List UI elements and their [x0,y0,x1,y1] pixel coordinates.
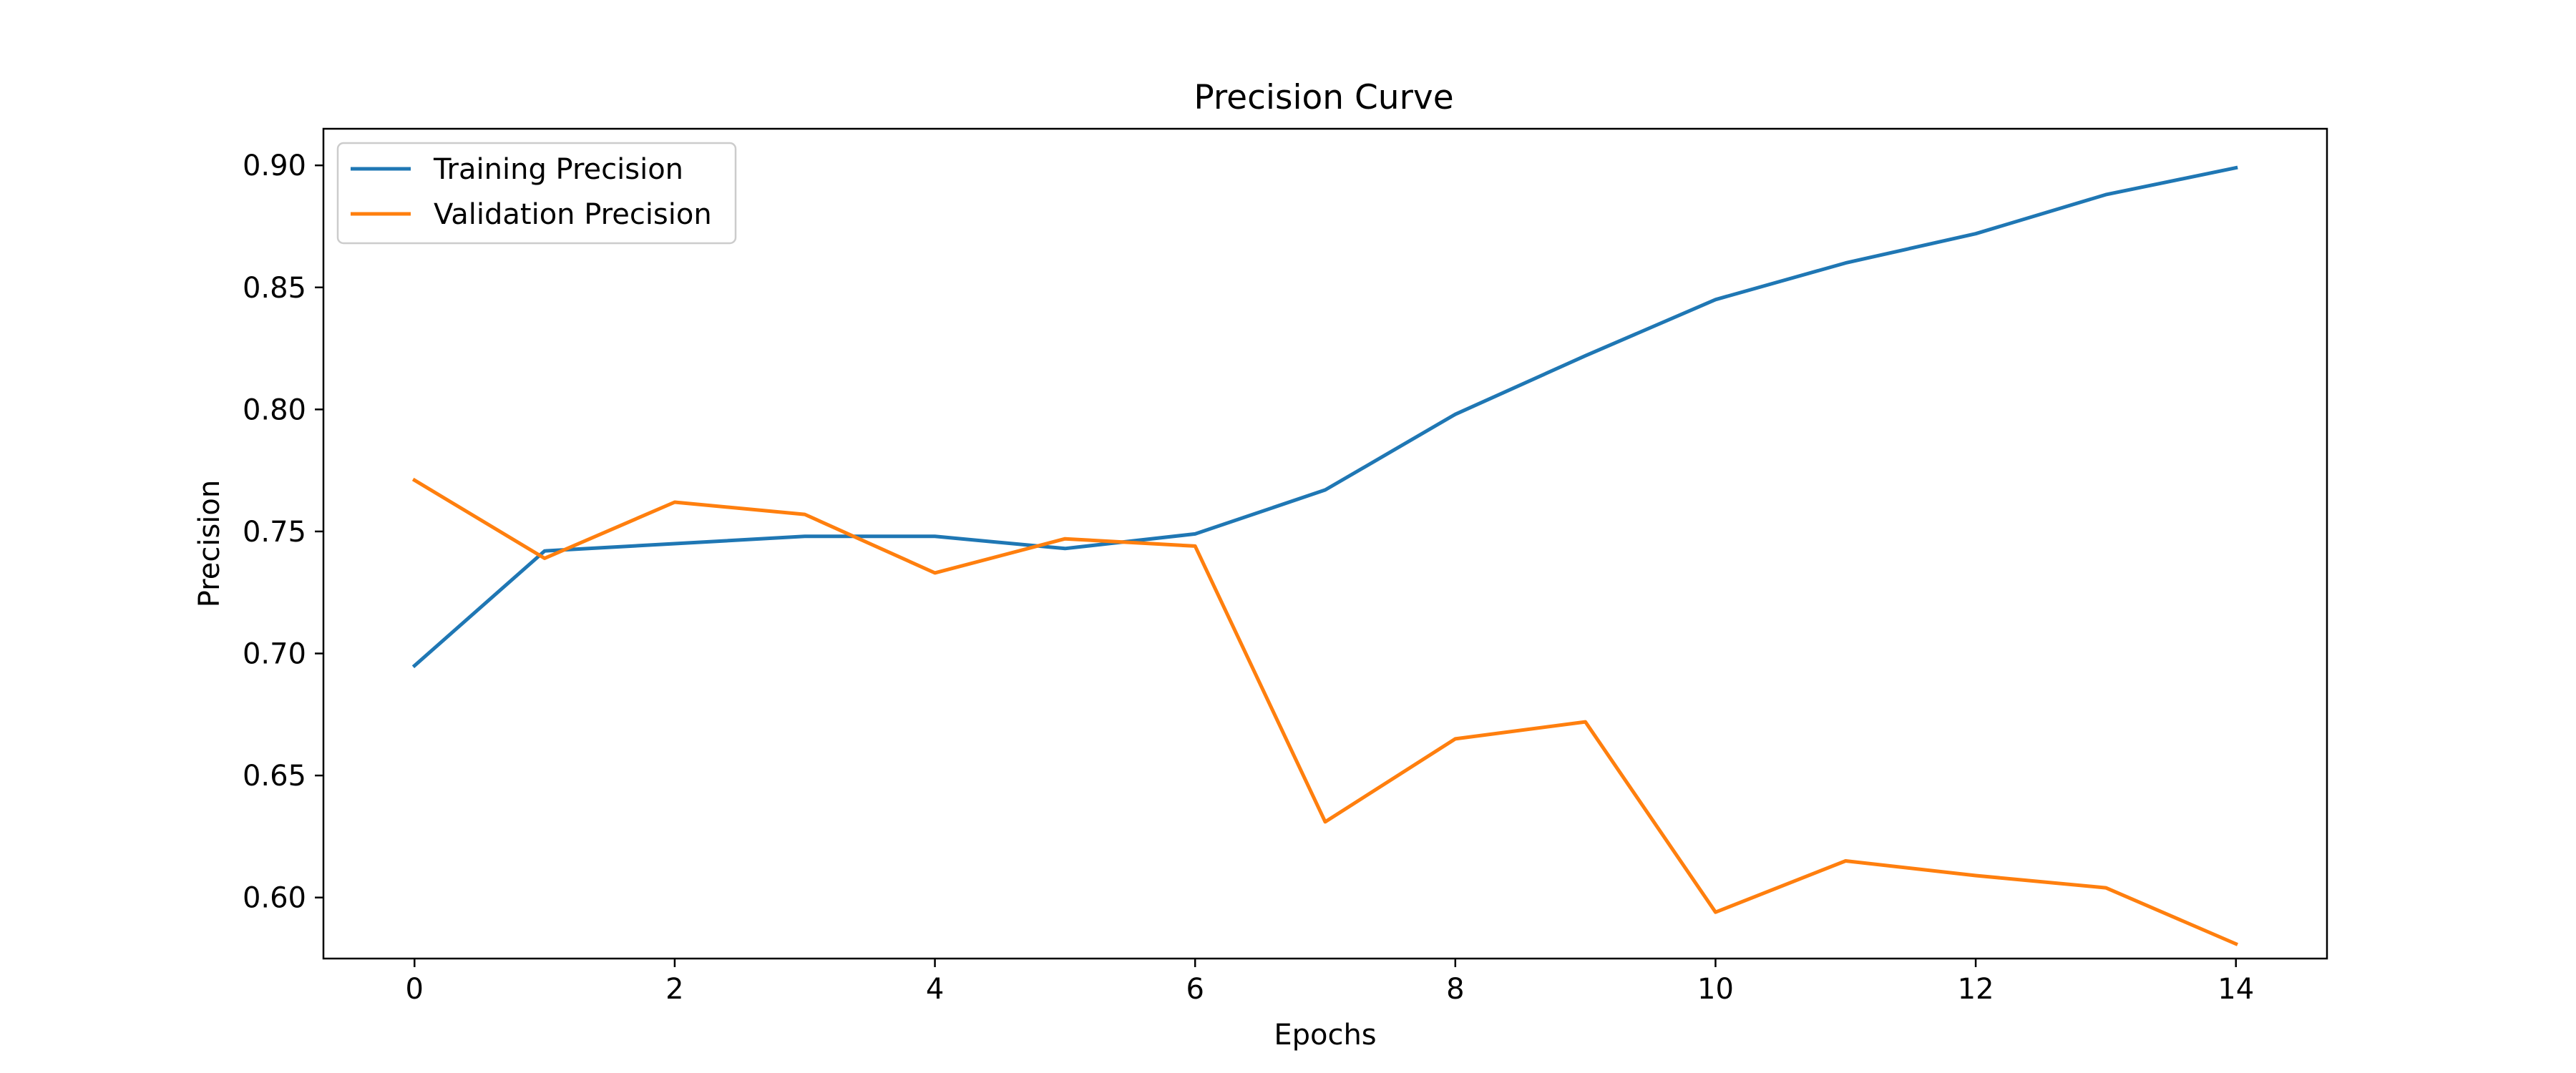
x-tick-label: 14 [2218,973,2254,1006]
x-axis-label: Epochs [1274,1019,1376,1052]
y-tick-label: 0.70 [243,638,306,671]
x-tick-label: 2 [665,973,683,1006]
legend-label-validation: Validation Precision [434,198,712,231]
y-tick-label: 0.80 [243,393,306,426]
y-tick-label: 0.65 [243,760,306,793]
legend-label-training: Training Precision [433,153,683,186]
x-axis-ticks: 0 2 4 6 8 10 12 14 [406,959,2254,1006]
y-tick-label: 0.75 [243,516,306,549]
y-axis-ticks: 0.60 0.65 0.70 0.75 0.80 0.85 0.90 [243,150,323,915]
x-tick-label: 6 [1186,973,1204,1006]
y-tick-label: 0.90 [243,150,306,182]
x-tick-label: 4 [926,973,944,1006]
chart-title: Precision Curve [1194,78,1453,117]
x-tick-label: 10 [1697,973,1734,1006]
legend-box [336,142,737,245]
y-tick-label: 0.85 [243,272,306,305]
series-layer [411,165,2238,946]
x-tick-label: 0 [406,973,424,1006]
y-tick-label: 0.60 [243,882,306,915]
series-line-training-precision [411,165,2238,669]
legend: Training Precision Validation Precision [336,142,737,245]
series-line-validation-precision [411,477,2238,946]
plot-frame [322,127,2328,960]
x-tick-label: 8 [1446,973,1464,1006]
y-axis-label: Precision [193,480,226,607]
x-tick-label: 12 [1958,973,1994,1006]
